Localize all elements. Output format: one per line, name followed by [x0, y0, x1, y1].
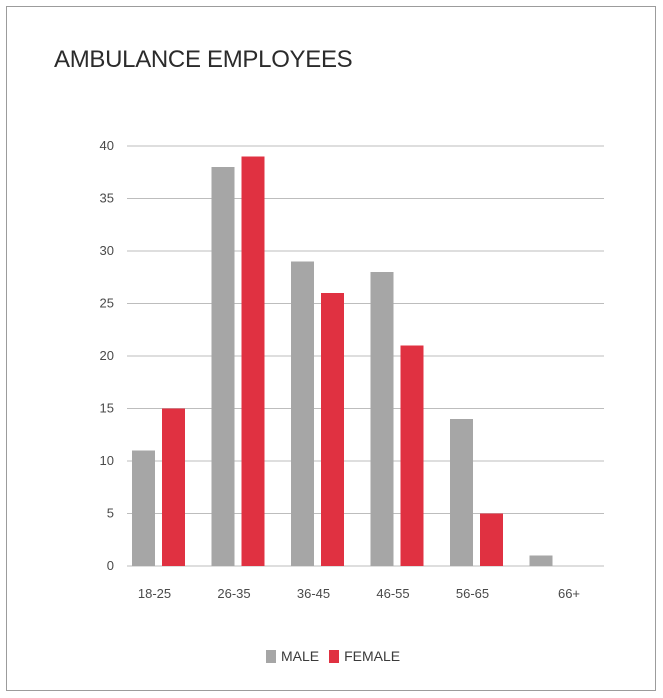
legend-item-female: FEMALE [329, 648, 400, 664]
chart-title: AMBULANCE EMPLOYEES [54, 46, 353, 73]
legend-label-male: MALE [281, 648, 320, 664]
bar-female-26-35 [241, 156, 265, 566]
legend-label-female: FEMALE [344, 648, 401, 664]
gridlines [127, 145, 604, 567]
legend-swatch-male [266, 649, 276, 663]
x-tick-label-26-35: 26-35 [217, 586, 250, 601]
x-tick-label-18-25: 18-25 [138, 586, 171, 601]
x-tick-label-56-65: 56-65 [456, 586, 489, 601]
x-axis-ticks: 18-25 26-35 36-45 46-55 56-65 66+ [138, 586, 580, 601]
bar-female-36-45 [321, 293, 344, 566]
bar-female-46-55 [400, 345, 424, 566]
y-tick-label-10: 10 [100, 453, 114, 468]
bars [132, 156, 553, 566]
x-tick-label-66+: 66+ [558, 586, 580, 601]
y-tick-label-30: 30 [100, 243, 114, 258]
y-tick-label-0: 0 [107, 558, 114, 573]
y-tick-label-5: 5 [107, 506, 114, 521]
bar-male-56-65 [450, 419, 473, 566]
legend-item-male: MALE [266, 648, 319, 664]
x-tick-label-46-55: 46-55 [376, 586, 409, 601]
y-tick-label-20: 20 [100, 348, 114, 363]
bar-male-36-45 [291, 261, 314, 566]
bar-female-18-25 [162, 408, 185, 566]
y-tick-label-35: 35 [100, 191, 114, 206]
bar-male-66+ [529, 555, 553, 566]
bar-male-46-55 [370, 272, 394, 566]
legend: MALE FEMALE [266, 648, 410, 664]
bar-male-26-35 [211, 167, 235, 566]
y-tick-label-15: 15 [100, 401, 114, 416]
y-axis-ticks: 0 5 10 15 20 25 30 35 40 [100, 138, 114, 573]
bar-female-56-65 [480, 513, 503, 566]
y-tick-label-40: 40 [100, 138, 114, 153]
legend-swatch-female [329, 649, 340, 663]
x-tick-label-36-45: 36-45 [297, 586, 330, 601]
y-tick-label-25: 25 [100, 296, 114, 311]
bar-male-18-25 [132, 450, 155, 566]
